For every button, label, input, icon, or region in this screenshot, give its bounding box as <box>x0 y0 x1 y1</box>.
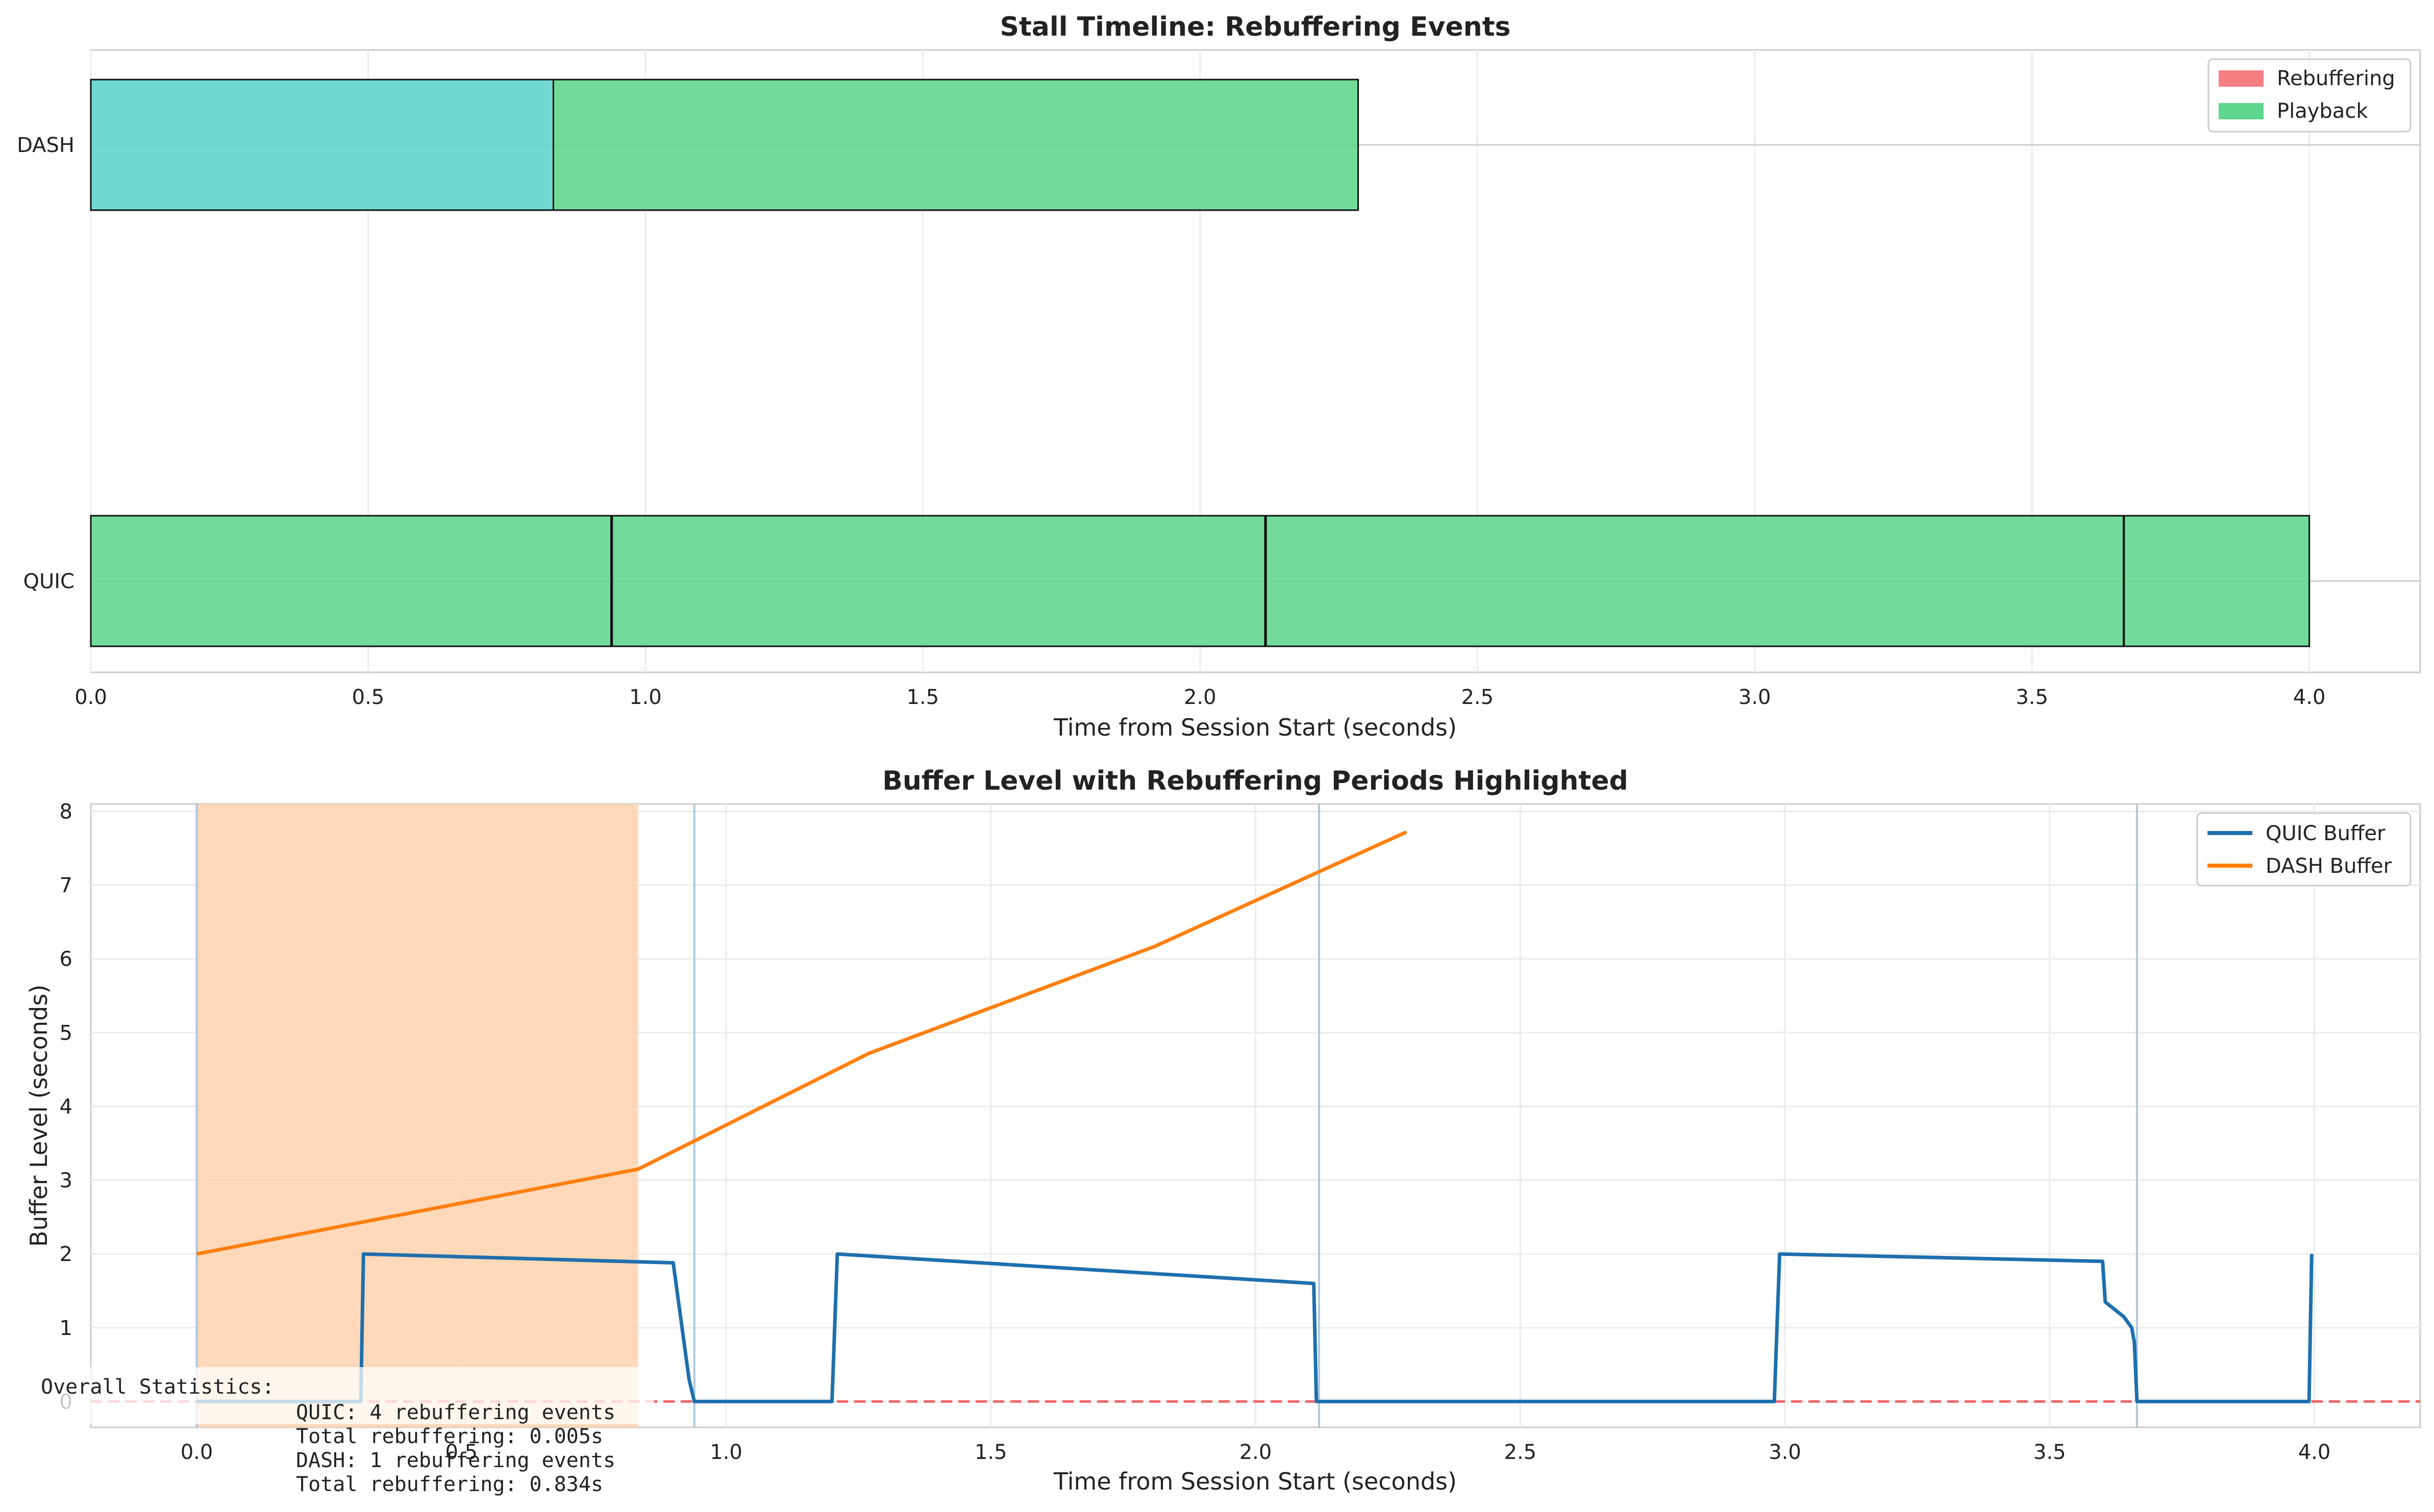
y-tick-label-5: 5 <box>60 1021 72 1045</box>
y-tick-label-4: 4 <box>60 1095 72 1119</box>
overall-statistics-annotation: Overall Statistics: QUIC: 4 rebuffering … <box>0 1367 654 1496</box>
timeline-segment-dash-1 <box>552 79 1359 211</box>
buffer-level-series <box>196 830 2314 1403</box>
buffer-level-legend: QUIC Buffer DASH Buffer <box>2196 812 2412 887</box>
y-tick-label-1: 1 <box>60 1317 72 1340</box>
legend-swatch-playback <box>2219 103 2264 119</box>
x-tick-label-0-0: 0.0 <box>181 1441 213 1464</box>
x-tick-label-3-5: 3.5 <box>2033 1441 2066 1464</box>
x-tick-label-2-0: 2.0 <box>1239 1441 1272 1464</box>
x-tick-label-3-0: 3.0 <box>1769 1441 1801 1464</box>
x-tick-label-1-0: 1.0 <box>710 1441 742 1464</box>
stall-timeline-bars <box>90 79 2311 647</box>
x-tick-label-0-0: 0.0 <box>74 686 107 709</box>
x-tick-label-1-5: 1.5 <box>907 686 939 709</box>
buffer-level-x-axis-label: Time from Session Start (seconds) <box>1053 1468 1457 1495</box>
buffer-level-chart: Buffer Level with Rebuffering Periods Hi… <box>0 766 2421 1496</box>
timeline-segment-quic-0 <box>90 515 612 647</box>
timeline-segment-quic-6 <box>2123 515 2311 647</box>
timeline-segment-dash-0 <box>90 79 554 211</box>
buffer-level-y-axis-label: Buffer Level (seconds) <box>25 985 53 1247</box>
legend-swatch-rebuffering <box>2219 70 2264 87</box>
statistics-line-quic-events: QUIC: 4 rebuffering events <box>296 1401 615 1424</box>
legend-label-rebuffering: Rebuffering <box>2277 67 2395 90</box>
y-tick-label-2: 2 <box>60 1243 72 1266</box>
x-tick-label-3-5: 3.5 <box>2016 686 2048 709</box>
x-tick-label-2-0: 2.0 <box>1184 686 1216 709</box>
y-tick-label-7: 7 <box>60 874 72 897</box>
buffer-level-title: Buffer Level with Rebuffering Periods Hi… <box>882 766 1628 796</box>
y-tick-label-quic: QUIC <box>23 570 75 593</box>
x-tick-label-1-5: 1.5 <box>975 1441 1007 1464</box>
x-tick-label-0-5: 0.5 <box>352 686 385 709</box>
legend-label-dash-buffer: DASH Buffer <box>2266 854 2392 878</box>
series-line-dash-buffer <box>196 830 1407 1256</box>
x-tick-label-1-0: 1.0 <box>629 686 662 709</box>
y-tick-label-3: 3 <box>60 1169 72 1193</box>
series-line-quic-buffer <box>196 1252 2314 1403</box>
stall-timeline-chart: Stall Timeline: Rebuffering Events 0.0 0.… <box>17 12 2421 741</box>
stall-timeline-title: Stall Timeline: Rebuffering Events <box>1000 12 1511 42</box>
x-tick-label-3-0: 3.0 <box>1738 686 1771 709</box>
timeline-segment-quic-4 <box>1265 515 2125 647</box>
stall-timeline-legend: Rebuffering Playback <box>2207 58 2412 133</box>
rebuffering-span-0 <box>196 804 638 1427</box>
x-tick-label-0-5: 0.5 <box>445 1441 478 1464</box>
statistics-box <box>0 1367 654 1424</box>
x-tick-label-4-0: 4.0 <box>2293 686 2326 709</box>
y-tick-label-8: 8 <box>60 800 72 823</box>
statistics-line-quic-total: Total rebuffering: 0.005s <box>296 1425 603 1448</box>
statistics-line-dash-events: DASH: 1 rebuffering events <box>296 1449 615 1472</box>
buffer-level-event-lines <box>195 804 2138 1427</box>
stall-timeline-y-ticks: DASH QUIC <box>17 134 74 593</box>
legend-label-quic-buffer: QUIC Buffer <box>2266 822 2386 845</box>
x-tick-label-2-5: 2.5 <box>1504 1441 1536 1464</box>
timeline-segment-quic-2 <box>611 515 1266 647</box>
statistics-line-dash-total: Total rebuffering: 0.834s <box>296 1473 603 1496</box>
buffer-level-x-ticks: 0.0 0.5 1.0 1.5 2.0 2.5 3.0 3.5 4.0 <box>181 1441 2331 1464</box>
buffer-level-highlight-spans <box>196 804 638 1427</box>
statistics-heading: Overall Statistics: <box>41 1375 275 1399</box>
legend-label-playback: Playback <box>2277 99 2368 123</box>
y-tick-label-dash: DASH <box>17 134 74 157</box>
x-tick-label-2-5: 2.5 <box>1461 686 1494 709</box>
stall-timeline-x-ticks: 0.0 0.5 1.0 1.5 2.0 2.5 3.0 3.5 4.0 <box>74 686 2325 709</box>
y-tick-label-6: 6 <box>60 948 72 971</box>
stall-timeline-x-axis-label: Time from Session Start (seconds) <box>1053 714 1457 741</box>
x-tick-label-4-0: 4.0 <box>2298 1441 2331 1464</box>
